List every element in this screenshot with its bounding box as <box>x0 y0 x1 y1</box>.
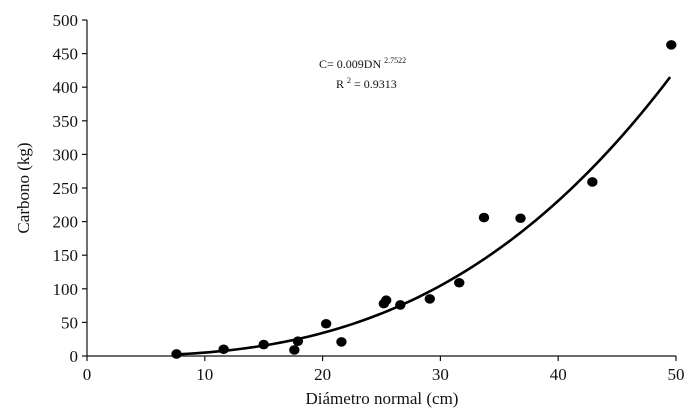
data-point <box>381 295 392 306</box>
y-tick-label: 450 <box>53 45 79 64</box>
r2-suffix: = 0.9313 <box>354 77 397 91</box>
r2-sup: 2 <box>347 76 351 85</box>
y-tick-label: 150 <box>53 246 79 265</box>
fit-curve <box>175 76 672 356</box>
x-tick-label: 0 <box>83 365 92 384</box>
data-point <box>395 300 406 310</box>
y-tick-label: 300 <box>53 145 79 164</box>
data-point <box>515 213 526 224</box>
data-point <box>666 40 677 50</box>
data-point <box>171 349 182 359</box>
y-tick-label: 250 <box>53 179 79 198</box>
y-tick-label: 500 <box>53 11 79 30</box>
y-tick-label: 50 <box>61 313 78 332</box>
y-tick-label: 0 <box>70 347 79 366</box>
x-tick-label: 10 <box>196 365 213 384</box>
y-tick-label: 100 <box>53 280 79 299</box>
data-point <box>258 339 269 350</box>
x-tick-label: 40 <box>550 365 567 384</box>
x-axis-title: Diámetro normal (cm) <box>306 389 459 408</box>
equation-exponent: 2.7522 <box>384 56 406 65</box>
data-point <box>292 336 304 347</box>
data-point <box>478 212 490 223</box>
r2-prefix: R <box>336 77 344 91</box>
x-tick-label: 50 <box>668 365 685 384</box>
data-point <box>336 337 347 347</box>
y-tick-label: 350 <box>53 112 79 131</box>
data-point <box>320 318 332 329</box>
data-point <box>454 277 465 288</box>
y-tick-label: 200 <box>53 213 79 232</box>
equation-label: C= 0.009DN 2.7522 <box>319 56 406 71</box>
data-point <box>289 345 300 355</box>
x-tick-label: 30 <box>432 365 449 384</box>
data-point <box>587 177 598 187</box>
y-axis-title: Carbono (kg) <box>14 142 33 233</box>
plot-area: 0 50 100 150 200 250 300 350 400 450 500 0 10 20 30 40 5… <box>53 11 685 384</box>
data-point <box>424 294 435 304</box>
r-squared-label: R 2 = 0.9313 <box>336 72 397 91</box>
data-point <box>218 344 229 355</box>
equation-prefix: C= 0.009DN <box>319 57 381 71</box>
y-tick-label: 400 <box>53 78 79 97</box>
x-tick-label: 20 <box>314 365 331 384</box>
